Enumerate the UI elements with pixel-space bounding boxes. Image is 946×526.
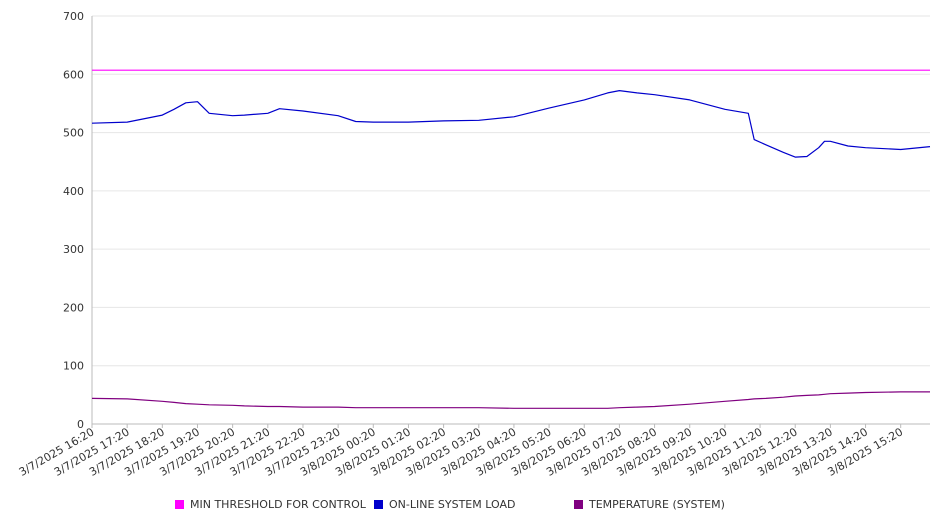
legend-swatch-temperature — [574, 500, 583, 509]
series-line-2 — [91, 391, 930, 409]
legend-item-temperature[interactable]: TEMPERATURE (SYSTEM) — [574, 498, 725, 511]
legend-label-threshold: MIN THRESHOLD FOR CONTROL — [190, 498, 366, 511]
line-chart: 0 100 200 300 400 500 600 700 3/7/2025 16:203/7… — [17, 10, 931, 479]
legend-item-system-load[interactable]: ON-LINE SYSTEM LOAD — [374, 498, 515, 511]
y-axis-ticks: 0 100 200 300 400 500 600 700 — [63, 10, 84, 431]
legend-label-temperature: TEMPERATURE (SYSTEM) — [589, 498, 725, 511]
y-tick-label: 700 — [63, 10, 84, 23]
y-tick-label: 100 — [63, 360, 84, 373]
y-tick-label: 600 — [63, 68, 84, 81]
y-tick-label: 200 — [63, 301, 84, 314]
y-tick-label: 0 — [77, 418, 84, 431]
legend-item-threshold[interactable]: MIN THRESHOLD FOR CONTROL — [175, 498, 366, 511]
legend-swatch-threshold — [175, 500, 184, 509]
legend-label-system-load: ON-LINE SYSTEM LOAD — [389, 498, 516, 511]
grid-lines — [92, 15, 930, 367]
legend-swatch-system-load — [374, 500, 383, 509]
legend: MIN THRESHOLD FOR CONTROL ON-LINE SYSTEM… — [0, 498, 946, 514]
axes — [91, 16, 930, 425]
y-tick-label: 300 — [63, 243, 84, 256]
y-tick-label: 400 — [63, 185, 84, 198]
series-lines — [91, 69, 931, 409]
y-tick-label: 500 — [63, 127, 84, 140]
series-line-1 — [91, 89, 931, 158]
x-axis-ticks: 3/7/2025 16:203/7/2025 17:203/7/2025 18:… — [17, 424, 905, 479]
